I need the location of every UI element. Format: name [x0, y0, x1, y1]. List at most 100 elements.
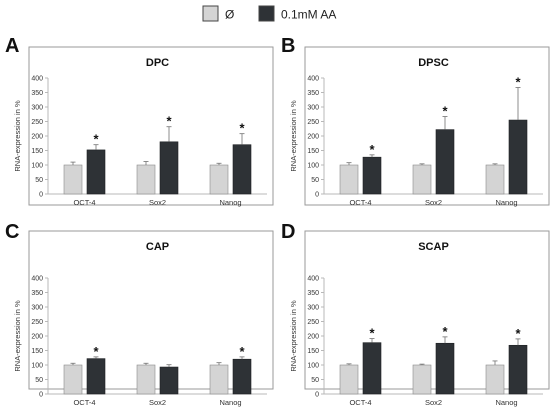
- y-axis-label: RNA-expression in %: [13, 100, 22, 172]
- bar-control-nanog: [485, 164, 505, 195]
- y-tick-label: 150: [31, 348, 43, 355]
- y-axis-label: RNA-expression in %: [289, 300, 298, 372]
- y-axis-label: RNA-expression in %: [289, 100, 298, 172]
- y-tick-label: 100: [307, 363, 319, 370]
- bar-treated-nanog: [508, 344, 528, 395]
- panel-c: C CAP RNA-expression in % 0 50 100 150 200 250 30…: [5, 221, 274, 407]
- bar-control-sox2: [412, 364, 432, 395]
- panel-title: CAP: [146, 241, 169, 253]
- y-tick-label: 300: [307, 305, 319, 312]
- y-tick-label: 150: [307, 348, 319, 355]
- y-tick-label: 200: [307, 334, 319, 341]
- panel-d: D SCAP RNA-expression in % 0 50 100 150 200 250 3…: [281, 221, 550, 407]
- legend-label-0: Ø: [225, 8, 234, 22]
- y-tick-label: 150: [307, 148, 319, 155]
- bar-treated-oct-4: [86, 149, 106, 195]
- y-tick-label: 200: [31, 334, 43, 341]
- y-tick-label: 50: [311, 377, 319, 384]
- panel-letter: B: [281, 35, 295, 57]
- x-tick-label: Nanog: [495, 398, 517, 407]
- y-tick-label: 150: [31, 148, 43, 155]
- y-tick-label: 350: [31, 90, 43, 97]
- panel-border: [28, 46, 274, 206]
- y-tick-label: 300: [31, 305, 43, 312]
- y-tick-label: 350: [307, 290, 319, 297]
- x-tick-label: Nanog: [219, 398, 241, 407]
- bar-control-nanog: [209, 364, 229, 395]
- y-tick-label: 100: [307, 163, 319, 170]
- legend: Ø 0.1mM AA: [202, 5, 336, 22]
- y-tick-label: 200: [31, 134, 43, 141]
- y-tick-label: 350: [307, 90, 319, 97]
- panel-title: DPC: [146, 57, 169, 69]
- panel-letter: A: [5, 35, 19, 57]
- legend-label-1: 0.1mM AA: [281, 8, 336, 22]
- legend-swatch-0: [202, 5, 219, 22]
- bar-treated-nanog: [508, 119, 528, 195]
- bar-treated-nanog: [232, 358, 252, 395]
- bar-treated-sox2: [159, 141, 179, 195]
- y-tick-label: 400: [31, 76, 43, 83]
- y-tick-label: 0: [39, 192, 43, 199]
- x-tick-label: Nanog: [219, 198, 241, 207]
- x-tick-label: Sox2: [149, 398, 166, 407]
- significance-star: *: [442, 324, 448, 339]
- bar-control-sox2: [136, 164, 156, 195]
- y-tick-label: 100: [31, 163, 43, 170]
- bar-treated-sox2: [435, 342, 455, 395]
- bar-treated-sox2: [159, 366, 179, 395]
- panel-title: SCAP: [418, 241, 449, 253]
- panel-letter: C: [5, 221, 19, 243]
- y-axis-label: RNA-expression in %: [13, 300, 22, 372]
- panel-border: [304, 46, 550, 206]
- y-tick-label: 50: [35, 377, 43, 384]
- significance-star: *: [166, 114, 172, 129]
- bar-control-oct-4: [63, 364, 83, 395]
- significance-star: *: [93, 132, 99, 147]
- y-tick-label: 400: [307, 276, 319, 283]
- x-tick-label: Sox2: [425, 398, 442, 407]
- bar-control-oct-4: [63, 164, 83, 195]
- x-tick-label: OCT-4: [349, 198, 371, 207]
- panels: A DPC RNA-expression in % 0 50 100 150 200 250 30…: [5, 35, 550, 407]
- significance-star: *: [93, 344, 99, 359]
- bar-control-sox2: [412, 164, 432, 195]
- y-tick-label: 50: [311, 177, 319, 184]
- bar-treated-oct-4: [362, 342, 382, 395]
- y-tick-label: 250: [31, 319, 43, 326]
- bar-treated-oct-4: [362, 156, 382, 195]
- y-tick-label: 250: [307, 119, 319, 126]
- bar-control-nanog: [209, 164, 229, 195]
- significance-star: *: [239, 344, 245, 359]
- y-tick-label: 300: [31, 105, 43, 112]
- y-tick-label: 350: [31, 290, 43, 297]
- y-tick-label: 0: [315, 192, 319, 199]
- bar-treated-oct-4: [86, 358, 106, 395]
- bar-treated-sox2: [435, 129, 455, 195]
- x-tick-label: OCT-4: [73, 198, 95, 207]
- y-tick-label: 0: [315, 392, 319, 399]
- y-tick-label: 250: [31, 119, 43, 126]
- y-tick-label: 200: [307, 134, 319, 141]
- panel-b: B DPSC RNA-expression in % 0 50 100 150 200 250 3…: [281, 35, 550, 207]
- bar-control-oct-4: [339, 364, 359, 395]
- y-tick-label: 400: [307, 76, 319, 83]
- significance-star: *: [239, 121, 245, 136]
- x-tick-label: Nanog: [495, 198, 517, 207]
- y-tick-label: 0: [39, 392, 43, 399]
- panel-letter: D: [281, 221, 295, 243]
- significance-star: *: [515, 326, 521, 341]
- y-tick-label: 250: [307, 319, 319, 326]
- significance-star: *: [369, 326, 375, 341]
- y-tick-label: 50: [35, 177, 43, 184]
- bar-control-nanog: [485, 364, 505, 395]
- panel-title: DPSC: [418, 57, 449, 69]
- significance-star: *: [369, 142, 375, 157]
- y-tick-label: 100: [31, 363, 43, 370]
- bar-control-oct-4: [339, 164, 359, 195]
- legend-swatch-1: [258, 5, 275, 22]
- bar-treated-nanog: [232, 144, 252, 195]
- x-tick-label: OCT-4: [73, 398, 95, 407]
- x-tick-label: Sox2: [149, 198, 166, 207]
